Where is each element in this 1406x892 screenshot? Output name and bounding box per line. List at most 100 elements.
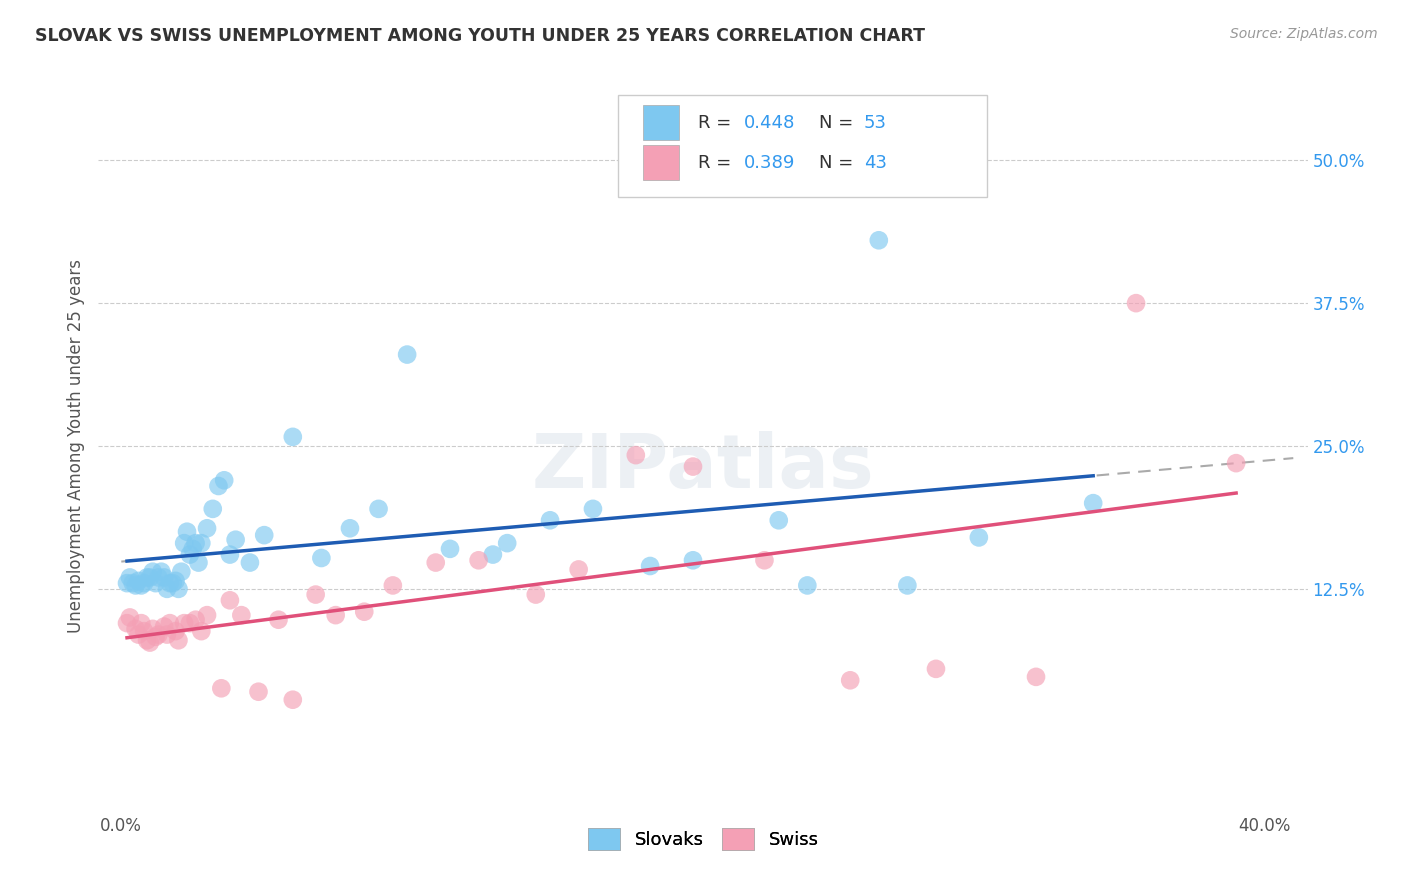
Point [353,605,375,619]
Point [247,684,270,698]
Point [115,616,138,631]
Point [1025,670,1047,684]
Point [136,570,159,584]
Point [134,624,156,639]
Text: 0.448: 0.448 [744,113,796,132]
Point [129,616,152,631]
Point [115,576,138,591]
Point [145,630,167,644]
Point [568,562,591,576]
Point [524,588,547,602]
Point [925,662,948,676]
Point [165,574,187,588]
Point [159,576,181,591]
Point [868,233,890,247]
Point [311,551,333,566]
Point [253,528,276,542]
Point [173,536,195,550]
Point [129,578,152,592]
Point [439,541,461,556]
Point [179,548,201,562]
Y-axis label: Unemployment Among Youth under 25 years: Unemployment Among Youth under 25 years [66,259,84,633]
FancyBboxPatch shape [643,145,679,180]
Point [225,533,247,547]
Point [896,578,918,592]
Point [1083,496,1105,510]
Point [184,536,207,550]
Point [190,624,212,639]
Point [239,556,262,570]
Text: R =: R = [699,154,737,172]
Point [396,347,419,362]
Text: 0.389: 0.389 [744,154,796,172]
Text: R =: R = [699,113,737,132]
Point [156,582,179,596]
Point [482,548,505,562]
Point [124,622,146,636]
Point [121,576,143,591]
Point [425,556,447,570]
Point [153,570,176,584]
Point [209,681,232,696]
Point [207,479,229,493]
Point [153,619,176,633]
Point [190,536,212,550]
Point [638,559,661,574]
Point [127,574,149,588]
Point [136,633,159,648]
Point [212,473,235,487]
Point [281,692,304,706]
Point [145,576,167,591]
Point [139,635,162,649]
Point [1125,296,1147,310]
Point [156,627,179,641]
Point [267,613,290,627]
Point [176,524,198,539]
Point [219,593,242,607]
Point [281,430,304,444]
Point [682,459,704,474]
Text: N =: N = [820,113,859,132]
Point [339,521,361,535]
Text: Source: ZipAtlas.com: Source: ZipAtlas.com [1230,27,1378,41]
Point [184,613,207,627]
Point [305,588,328,602]
Point [496,536,519,550]
Point [118,610,141,624]
Point [118,570,141,584]
Point [181,541,204,556]
Point [148,570,170,584]
Point [839,673,862,688]
Text: ZIPatlas: ZIPatlas [531,432,875,505]
Point [219,548,242,562]
Point [139,570,162,584]
Point [201,501,224,516]
Point [127,627,149,641]
FancyBboxPatch shape [643,105,679,140]
Point [467,553,489,567]
Point [1225,456,1247,470]
Legend: Slovaks, Swiss: Slovaks, Swiss [581,821,825,857]
Point [142,622,165,636]
Point [148,627,170,641]
Point [162,576,184,591]
Point [796,578,818,592]
Point [195,608,218,623]
Point [124,578,146,592]
Text: 53: 53 [863,113,887,132]
Point [173,616,195,631]
Point [754,553,776,567]
Point [367,501,389,516]
FancyBboxPatch shape [619,95,987,197]
Point [381,578,404,592]
Point [167,582,190,596]
Point [231,608,253,623]
Point [159,616,181,631]
Text: SLOVAK VS SWISS UNEMPLOYMENT AMONG YOUTH UNDER 25 YEARS CORRELATION CHART: SLOVAK VS SWISS UNEMPLOYMENT AMONG YOUTH… [35,27,925,45]
Point [134,576,156,591]
Point [170,565,193,579]
Point [165,624,187,639]
Point [624,448,647,462]
Point [538,513,561,527]
Point [682,553,704,567]
